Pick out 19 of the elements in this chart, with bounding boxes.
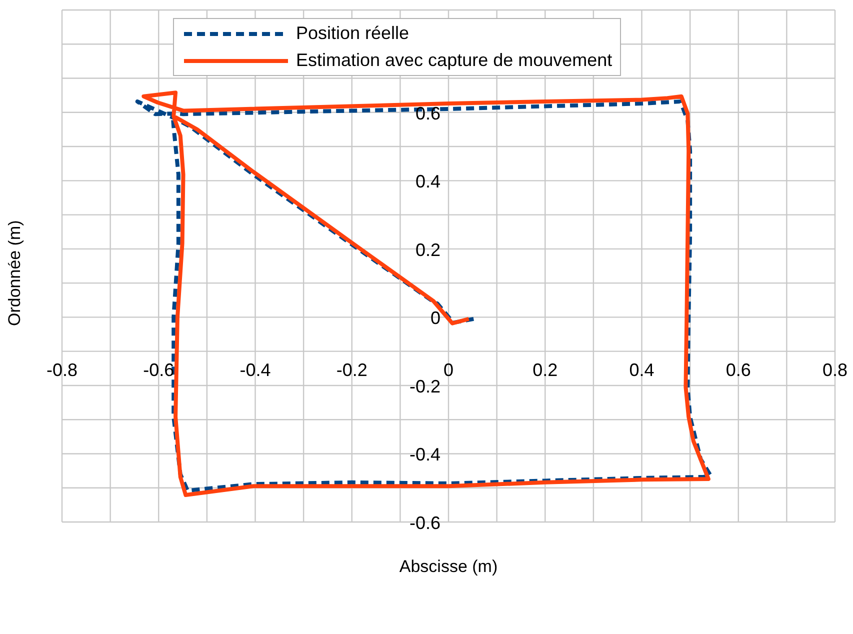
y-tick-label: 0.4 xyxy=(415,172,440,192)
y-tick-label: 0 xyxy=(430,308,440,328)
x-tick-label: 0.8 xyxy=(822,360,848,380)
legend-box: Position réelle Estimation avec capture de mouvement xyxy=(173,18,622,76)
x-axis-title: Abscisse (m) xyxy=(399,557,498,576)
x-tick-label: -0.2 xyxy=(336,360,368,380)
y-tick-label: -0.6 xyxy=(409,513,440,533)
x-tick-label: -0.8 xyxy=(46,360,78,380)
x-tick-label: 0.4 xyxy=(629,360,654,380)
y-tick-label: 0.6 xyxy=(415,103,440,124)
x-tick-label: 0 xyxy=(443,360,454,380)
x-tick-label: -0.4 xyxy=(240,360,271,380)
y-tick-label: 0.2 xyxy=(415,240,440,260)
y-tick-label: -0.2 xyxy=(409,376,440,396)
x-tick-label: 0.6 xyxy=(726,360,751,380)
series-label: Estimation avec capture de mouvement xyxy=(296,50,612,71)
x-tick-label: -0.6 xyxy=(143,360,174,380)
y-tick-label: -0.4 xyxy=(409,444,440,465)
x-tick-label: 0.2 xyxy=(532,360,558,380)
